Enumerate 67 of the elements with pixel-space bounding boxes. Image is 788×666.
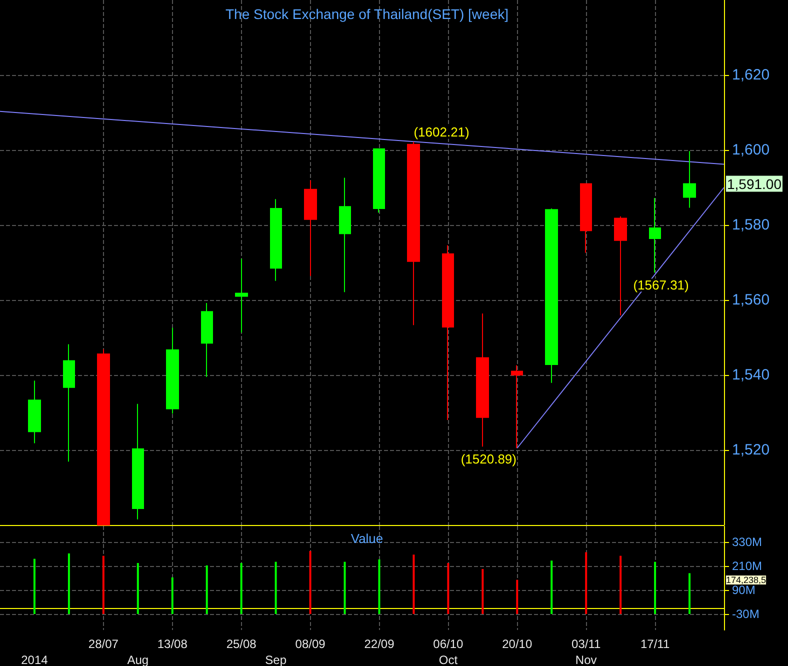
bar xyxy=(688,573,691,614)
candlestick xyxy=(28,380,41,444)
bar xyxy=(585,552,588,614)
candlestick xyxy=(476,313,489,448)
x2-tick-label: 2014 xyxy=(21,653,48,666)
y-tick-label: 1,580 xyxy=(732,216,770,234)
bar xyxy=(274,562,277,614)
y-tick-label: 210M xyxy=(732,559,762,573)
x-tick-label: 25/08 xyxy=(226,637,257,651)
candlestick xyxy=(511,364,523,449)
x-tick-label: 06/10 xyxy=(433,637,464,651)
candlestick xyxy=(580,183,592,254)
annotation: (1567.31) xyxy=(633,278,689,293)
x-tick-label: 08/09 xyxy=(295,637,326,651)
candlestick xyxy=(407,141,420,326)
y-tick-label: 1,620 xyxy=(732,66,770,84)
candlestick xyxy=(683,150,696,208)
x2-tick-label: Oct xyxy=(438,653,458,666)
x-tick-label: 03/11 xyxy=(572,637,601,651)
bar xyxy=(240,563,242,614)
text: 174,238,5 xyxy=(726,575,766,585)
x-tick-label: 13/08 xyxy=(157,637,188,651)
candlestick xyxy=(304,180,317,276)
annotation: (1602.21) xyxy=(414,124,470,140)
y-tick-label: -30M xyxy=(732,607,760,621)
bar xyxy=(171,577,174,614)
x-tick-label: 20/10 xyxy=(502,637,532,651)
bar xyxy=(516,580,518,614)
candlestick xyxy=(545,208,558,384)
y-tick-label: 330M xyxy=(732,535,762,549)
bar xyxy=(654,562,656,614)
y-tick-label: 1,540 xyxy=(732,366,770,384)
bar xyxy=(344,562,346,614)
bar xyxy=(33,558,36,614)
bar xyxy=(309,551,312,614)
y-tick-label: 1,560 xyxy=(732,292,770,308)
bar xyxy=(550,560,553,614)
candlestick xyxy=(649,198,661,274)
x2-tick-label: Nov xyxy=(575,653,597,666)
text: 1,591.00 xyxy=(727,176,782,192)
bar xyxy=(206,565,208,614)
y-tick-label: 90M xyxy=(732,583,756,597)
bar xyxy=(68,553,70,614)
bar xyxy=(412,554,415,614)
x-tick-label: 28/07 xyxy=(88,637,119,651)
candlestick xyxy=(132,403,144,520)
bar xyxy=(102,556,104,614)
chart-title: The Stock Exchange of Thailand(SET) [week] xyxy=(226,6,508,22)
candlestick xyxy=(235,258,248,334)
bar xyxy=(482,569,484,614)
candlestick xyxy=(339,177,351,293)
bar xyxy=(620,556,622,614)
x-tick-label: 22/09 xyxy=(364,637,395,651)
x-tick-label: 17/11 xyxy=(640,637,670,651)
bar xyxy=(447,563,450,614)
chart-title: Value xyxy=(350,531,384,546)
y-tick-label: 1,600 xyxy=(732,142,770,158)
bar xyxy=(378,559,380,614)
candlestick xyxy=(166,327,179,414)
candlestick xyxy=(201,302,213,378)
candlestick xyxy=(63,344,75,462)
candlestick xyxy=(614,216,627,316)
bar xyxy=(136,563,139,614)
y-tick-label: 1,520 xyxy=(732,442,770,458)
candlestick xyxy=(270,198,282,282)
candlestick xyxy=(373,148,385,214)
annotation: (1520.89) xyxy=(460,452,516,467)
